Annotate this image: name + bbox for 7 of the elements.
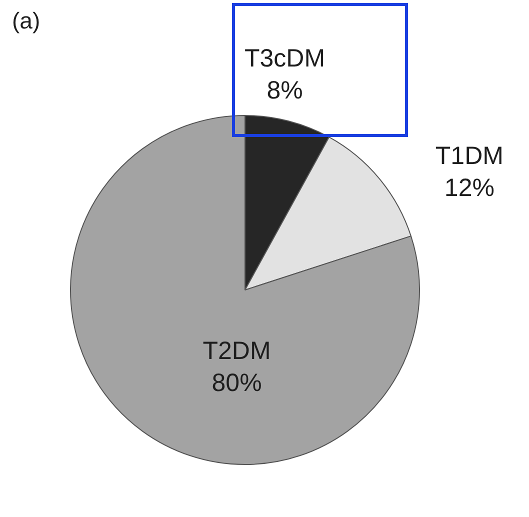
data-label: 80% — [212, 368, 262, 397]
slice-label: T3cDM — [244, 44, 326, 72]
data-label: 12% — [444, 174, 494, 202]
data-label: 8% — [266, 76, 303, 104]
chart-title: (a) — [12, 7, 40, 34]
slice-label: T2DM — [202, 336, 271, 365]
slice-label: T1DM — [435, 142, 504, 170]
